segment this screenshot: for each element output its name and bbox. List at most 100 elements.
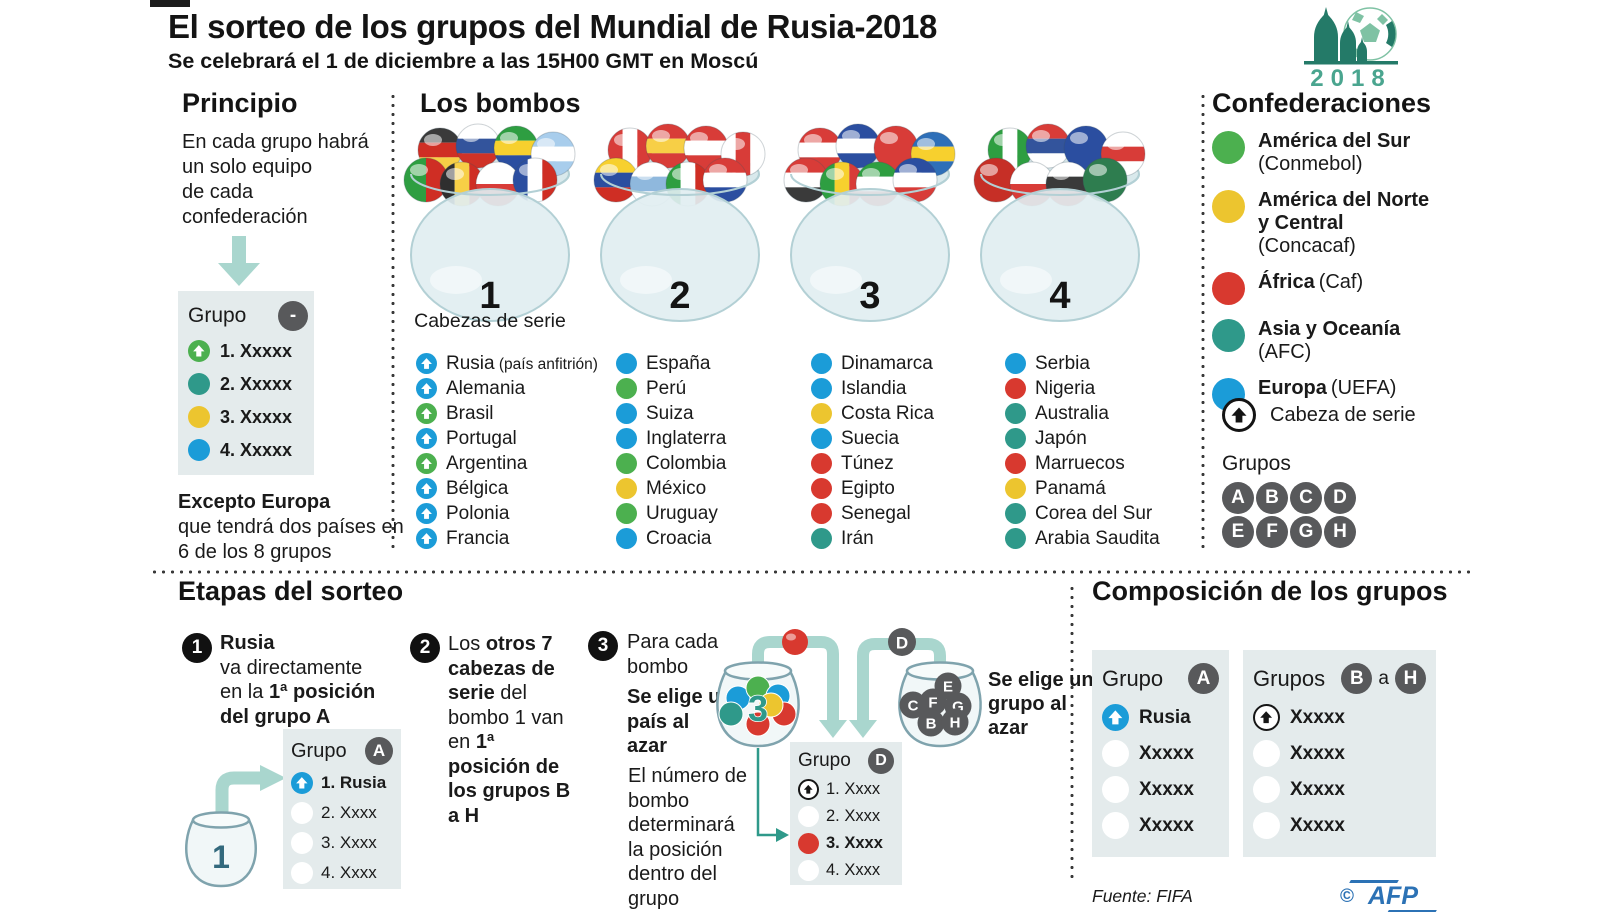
- confederation-dot: [616, 478, 637, 499]
- team-row: Japón: [1005, 426, 1200, 451]
- group-letter-ball: F: [1256, 516, 1288, 548]
- team-name: Panamá: [1035, 477, 1106, 499]
- step-1-badge: 1: [182, 633, 212, 663]
- group-slot-row: 2. Xxxx: [798, 806, 894, 827]
- svg-text:F: F: [928, 695, 937, 712]
- seed-arrow-icon: [1260, 711, 1273, 724]
- group-letter-ball: G: [1290, 516, 1322, 548]
- confederation-dot: [188, 406, 210, 428]
- group-slot-text: 1. Xxxxx: [220, 340, 293, 361]
- confederation-entry: América del Sur (Conmebol): [1212, 130, 1442, 176]
- group-letter-badge: -: [278, 301, 308, 331]
- group-slot-text: 1. Rusia: [321, 773, 387, 792]
- note-rest: que tendrá dos países en 6 de los 8 grup…: [178, 516, 404, 563]
- team-name: Suiza: [646, 402, 694, 424]
- groups-label: Grupos: [1222, 452, 1291, 475]
- group-box-label: Grupo: [291, 739, 347, 762]
- confederation-dot: [1005, 353, 1026, 374]
- team-row: Túnez: [811, 451, 1006, 476]
- team-row: Irán: [811, 526, 1006, 551]
- group-slot-text: 2. Xxxx: [321, 803, 377, 822]
- group-slot-row: Rusia: [1102, 704, 1219, 731]
- slot-dot: [291, 862, 313, 884]
- group-letter-ball: E: [1222, 516, 1254, 548]
- team-name: Islandia: [841, 377, 907, 399]
- group-slot-text: 3. Xxxx: [826, 834, 883, 852]
- group-slot-text: Xxxxx: [1139, 778, 1194, 800]
- group-slot-text: 4. Xxxx: [321, 863, 377, 882]
- team-name: Australia: [1035, 402, 1109, 424]
- team-row: Costa Rica: [811, 401, 1006, 426]
- seed-arrow-icon: [421, 408, 432, 419]
- team-name: Argentina: [446, 452, 528, 474]
- elbow-arrow-icon: [215, 765, 286, 816]
- slot-dot: [1253, 776, 1280, 803]
- confederation-dot: [188, 439, 210, 461]
- slot-dot: [291, 832, 313, 854]
- group-slot-text: 4. Xxxx: [826, 861, 881, 879]
- team-row: Colombia: [616, 451, 811, 476]
- confederaciones-heading: Confederaciones: [1212, 88, 1432, 118]
- range-conjunction: a: [1378, 667, 1389, 689]
- confederation-color-dot: [1212, 272, 1245, 305]
- team-row: Suecia: [811, 426, 1006, 451]
- pot-2-team-list: España Perú Suiza Inglaterra: [616, 351, 811, 551]
- svg-text:G: G: [952, 699, 964, 716]
- team-row: Marruecos: [1005, 451, 1200, 476]
- drawn-country-ball: [782, 629, 808, 655]
- group-slot-text: Xxxxx: [1290, 742, 1345, 764]
- step-1-text: Rusia va directamente en la 1ª posición …: [220, 632, 376, 728]
- step-3-right-note: Se elige un grupo al azar: [988, 669, 1094, 739]
- seed-arrow-icon: [193, 345, 205, 357]
- team-row: España: [616, 351, 811, 376]
- group-slot-text: Xxxxx: [1290, 778, 1345, 800]
- slot-dot: [798, 806, 819, 827]
- confederation-text: América del Sur (Conmebol): [1258, 130, 1411, 175]
- group-range: B a H: [1341, 663, 1426, 694]
- slot-dot: [1102, 776, 1129, 803]
- team-name: Egipto: [841, 477, 895, 499]
- pot-4-bowl: 4: [973, 123, 1146, 322]
- confederation-entry: América del Norte y Central (Concacaf): [1212, 189, 1442, 258]
- svg-text:2: 2: [669, 275, 690, 317]
- slot-dot: [798, 860, 819, 881]
- team-row: Islandia: [811, 376, 1006, 401]
- group-letter-badge: D: [868, 748, 894, 774]
- team-row: Alemania: [416, 376, 611, 401]
- pot-2-bowl: 2: [593, 123, 766, 322]
- svg-text:H: H: [950, 715, 961, 732]
- team-name: Marruecos: [1035, 452, 1125, 474]
- composicion-grupo-a-box: Grupo A Rusia Xxxxx: [1092, 650, 1229, 857]
- slot-dot: [1253, 740, 1280, 767]
- team-row: Panamá: [1005, 476, 1200, 501]
- confederation-entry: África (Caf): [1212, 271, 1442, 305]
- afp-logo: © AFP: [1340, 882, 1424, 911]
- confederation-dot: [811, 478, 832, 499]
- team-row: Portugal: [416, 426, 611, 451]
- drawn-group-ball: D: [888, 628, 916, 656]
- slot-dot: [798, 833, 819, 854]
- svg-text:1: 1: [212, 839, 230, 875]
- confederation-dot: [188, 340, 210, 362]
- composicion-heading: Composición de los grupos: [1092, 576, 1448, 606]
- confederation-dot: [616, 378, 637, 399]
- group-slot-row: 2. Xxxx: [291, 802, 393, 824]
- group-slot-row: Xxxxx: [1102, 776, 1219, 803]
- confederation-dot: [616, 528, 637, 549]
- group-letter-badge-from: B: [1341, 663, 1373, 694]
- team-name: Rusia (país anfitrión): [446, 352, 598, 374]
- group-box-label: Grupos: [1253, 665, 1326, 691]
- confederation-dot: [416, 428, 437, 449]
- principio-text-line: de cada: [182, 181, 254, 203]
- composicion-grupos-bh-box: Grupos B a H Xxxxx: [1243, 650, 1436, 857]
- team-row: Croacia: [616, 526, 811, 551]
- group-letter-ball: H: [1324, 516, 1356, 548]
- confederation-dot: [416, 403, 437, 424]
- slot-dot: [1102, 740, 1129, 767]
- group-slot-row: 2. Xxxxx: [188, 373, 308, 395]
- confederation-color-dot: [1212, 319, 1245, 352]
- pot-1-caption: Cabezas de serie: [414, 310, 566, 332]
- confederation-color-dot: [1212, 190, 1245, 223]
- group-letter-ball: D: [1324, 482, 1356, 514]
